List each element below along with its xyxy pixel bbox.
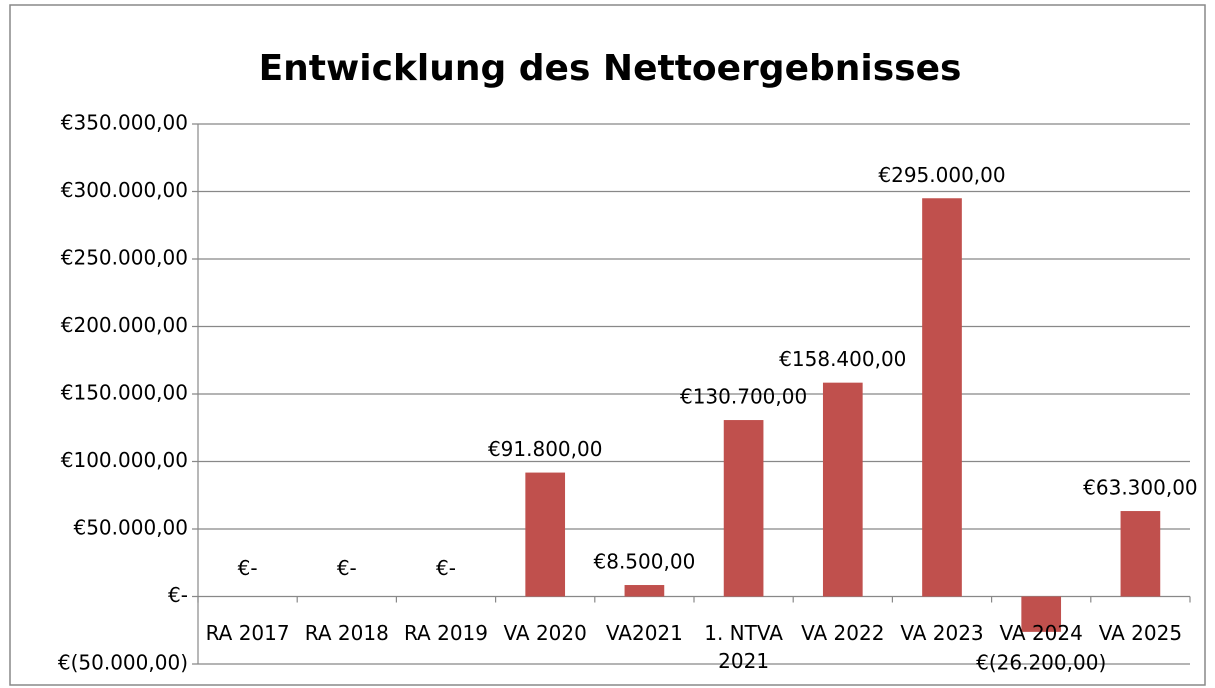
y-tick-label: €- — [168, 583, 188, 607]
y-tick-label: €200.000,00 — [61, 313, 188, 337]
x-tick-label: VA 2022 — [801, 620, 885, 645]
chart-border — [9, 4, 1206, 686]
x-tick-label: RA 2017 — [205, 620, 290, 645]
data-label: €8.500,00 — [594, 550, 696, 574]
data-label: €- — [238, 556, 258, 580]
bar — [1120, 511, 1161, 597]
x-tick-label: VA 2024 — [999, 620, 1083, 645]
y-tick-label: €150.000,00 — [61, 381, 188, 405]
chart-title: Entwicklung des Nettoergebnisses — [259, 48, 962, 89]
data-label: €158.400,00 — [779, 347, 906, 371]
y-tick-label: €100.000,00 — [61, 448, 188, 472]
bar — [822, 382, 863, 597]
data-label: €- — [337, 556, 357, 580]
x-tick-label: VA2021 — [605, 620, 683, 645]
bar — [1021, 596, 1062, 632]
bar — [922, 198, 962, 597]
data-label: €91.800,00 — [488, 437, 603, 461]
x-tick-label: RA 2018 — [304, 620, 389, 645]
x-tick-label: VA 2025 — [1098, 620, 1183, 645]
x-tick-label: RA 2019 — [403, 620, 488, 645]
data-label: €295.000,00 — [878, 163, 1005, 187]
bar — [624, 585, 665, 597]
y-tick-label: €300.000,00 — [61, 178, 188, 202]
data-label: €63.300,00 — [1083, 476, 1198, 500]
bar — [525, 472, 566, 597]
data-label: €- — [436, 556, 456, 580]
x-tick-label: VA 2020 — [503, 620, 587, 645]
y-tick-label: €350.000,00 — [61, 111, 188, 135]
y-tick-label: €50.000,00 — [73, 516, 188, 540]
y-tick-label: €(50.000,00) — [58, 651, 188, 675]
bar — [723, 420, 764, 597]
data-label: €(26.200,00) — [976, 650, 1106, 674]
data-label: €130.700,00 — [680, 385, 807, 409]
x-tick-label: 1. NTVA 2021 — [704, 620, 783, 673]
y-tick-label: €250.000,00 — [61, 246, 188, 270]
x-tick-label: VA 2023 — [900, 620, 984, 645]
